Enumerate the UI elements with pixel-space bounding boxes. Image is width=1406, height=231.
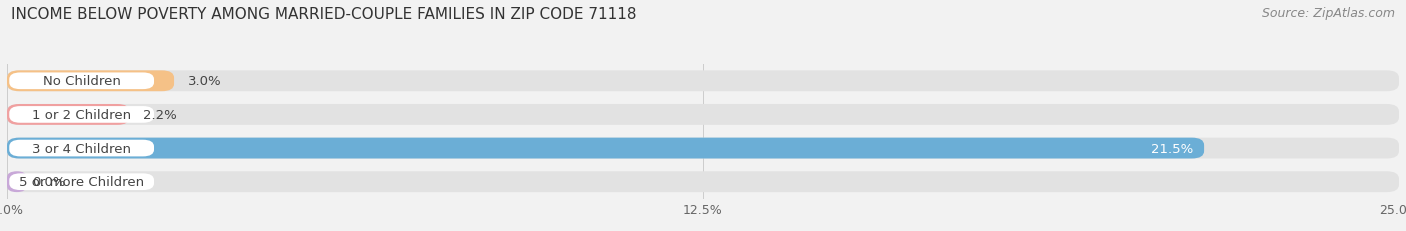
Text: INCOME BELOW POVERTY AMONG MARRIED-COUPLE FAMILIES IN ZIP CODE 71118: INCOME BELOW POVERTY AMONG MARRIED-COUPL… [11, 7, 637, 22]
Text: 3.0%: 3.0% [188, 75, 222, 88]
Text: 2.2%: 2.2% [143, 108, 177, 122]
FancyBboxPatch shape [7, 105, 129, 125]
FancyBboxPatch shape [7, 172, 27, 192]
FancyBboxPatch shape [7, 138, 1204, 159]
Text: No Children: No Children [42, 75, 121, 88]
FancyBboxPatch shape [10, 174, 155, 190]
FancyBboxPatch shape [7, 105, 1399, 125]
FancyBboxPatch shape [7, 172, 1399, 192]
Text: 0.0%: 0.0% [32, 175, 66, 188]
FancyBboxPatch shape [10, 73, 155, 90]
FancyBboxPatch shape [10, 140, 155, 157]
FancyBboxPatch shape [7, 71, 174, 92]
Text: Source: ZipAtlas.com: Source: ZipAtlas.com [1261, 7, 1395, 20]
FancyBboxPatch shape [7, 71, 1399, 92]
FancyBboxPatch shape [7, 138, 1399, 159]
Text: 5 or more Children: 5 or more Children [20, 175, 145, 188]
Text: 3 or 4 Children: 3 or 4 Children [32, 142, 131, 155]
Text: 21.5%: 21.5% [1150, 142, 1192, 155]
FancyBboxPatch shape [10, 107, 155, 123]
Text: 1 or 2 Children: 1 or 2 Children [32, 108, 131, 122]
